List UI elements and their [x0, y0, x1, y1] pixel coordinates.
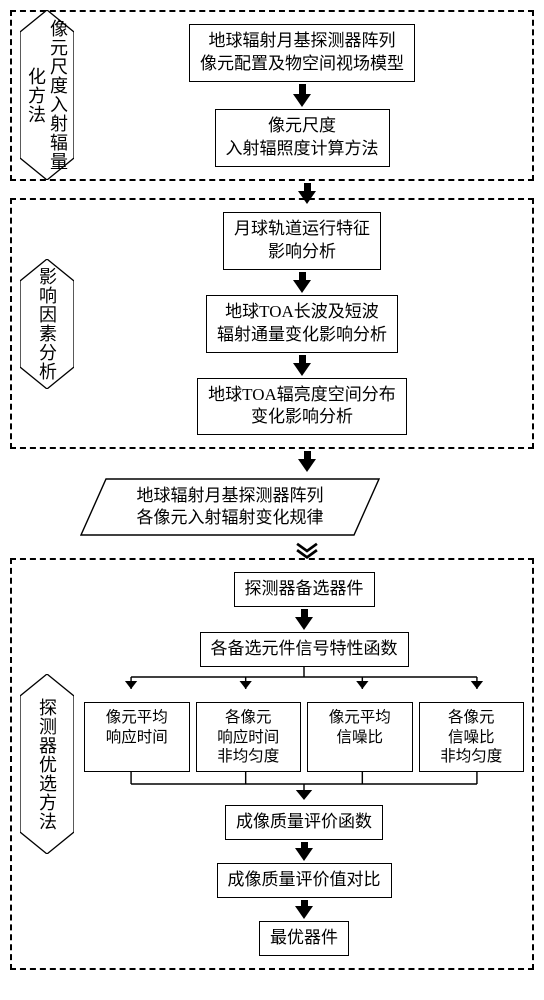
arrow-down-icon: [293, 272, 311, 293]
node-s3-n1: 探测器备选器件: [234, 572, 375, 607]
fanin-connector: [84, 772, 524, 805]
node-trapezoid: 地球辐射月基探测器阵列 各像元入射辐射变化规律: [80, 478, 380, 536]
node-s2-n3: 地球TOA辐亮度空间分布 变化影响分析: [197, 378, 407, 436]
arrow-down-icon: [295, 900, 313, 919]
arrow-down-icon: [293, 84, 311, 107]
node-s2-n1: 月球轨道运行特征 影响分析: [223, 212, 381, 270]
node-s1-n2: 像元尺度 入射辐照度计算方法: [215, 109, 390, 167]
connector-s2-trap: [80, 449, 534, 474]
section-influence: 影响因素分析 月球轨道运行特征 影响分析 地球TOA长波及短波 辐射通量变化影响…: [10, 198, 534, 450]
node-s3-n3: 成像质量评价函数: [225, 805, 383, 840]
section-label-1-text: 像元尺度入射辐量化方法: [25, 10, 69, 180]
section-label-hex-3: 探测器优选方法: [20, 674, 74, 854]
section-label-hex-2: 影响因素分析: [20, 259, 74, 389]
arrow-down-icon: [293, 355, 311, 376]
flowcol-1: 地球辐射月基探测器阵列 像元配置及物空间视场模型 像元尺度 入射辐照度计算方法: [84, 24, 520, 167]
arrow-down-icon: [295, 609, 313, 630]
section-optimize: 探测器优选方法 探测器备选器件 各备选元件信号特性函数 像元平均 响应时间: [10, 558, 534, 970]
fanout-connector: [84, 667, 524, 702]
arrow-down-icon: [298, 183, 316, 204]
trap-text: 地球辐射月基探测器阵列 各像元入射辐射变化规律: [137, 485, 324, 529]
node-s1-n1: 地球辐射月基探测器阵列 像元配置及物空间视场模型: [189, 24, 415, 82]
branch-row: 像元平均 响应时间 各像元 响应时间 非均匀度 像元平均 信噪比 各像元 信噪比…: [84, 702, 524, 772]
flowcol-3: 探测器备选器件 各备选元件信号特性函数 像元平均 响应时间 各像元 响应时间 非…: [84, 572, 524, 956]
arrow-down-icon: [295, 842, 313, 861]
section-label-3-text: 探测器优选方法: [36, 698, 58, 831]
section-label-2-text: 影响因素分析: [36, 267, 58, 381]
node-s3-n4: 成像质量评价值对比: [217, 863, 392, 898]
flowcol-2: 月球轨道运行特征 影响分析 地球TOA长波及短波 辐射通量变化影响分析 地球TO…: [84, 212, 520, 436]
connector-s1-s2: [80, 181, 534, 206]
node-s3-b2: 各像元 响应时间 非均匀度: [196, 702, 302, 772]
node-s3-n2: 各备选元件信号特性函数: [200, 632, 409, 667]
node-s3-b4: 各像元 信噪比 非均匀度: [419, 702, 525, 772]
node-s3-b3: 像元平均 信噪比: [307, 702, 413, 772]
node-s3-b1: 像元平均 响应时间: [84, 702, 190, 772]
node-s2-n2: 地球TOA长波及短波 辐射通量变化影响分析: [206, 295, 398, 353]
arrow-down-icon: [298, 451, 316, 472]
node-s3-n5: 最优器件: [259, 921, 349, 956]
section-pixel-scale: 像元尺度入射辐量化方法 地球辐射月基探测器阵列 像元配置及物空间视场模型 像元尺…: [10, 10, 534, 181]
section-label-hex-1: 像元尺度入射辐量化方法: [20, 10, 74, 180]
